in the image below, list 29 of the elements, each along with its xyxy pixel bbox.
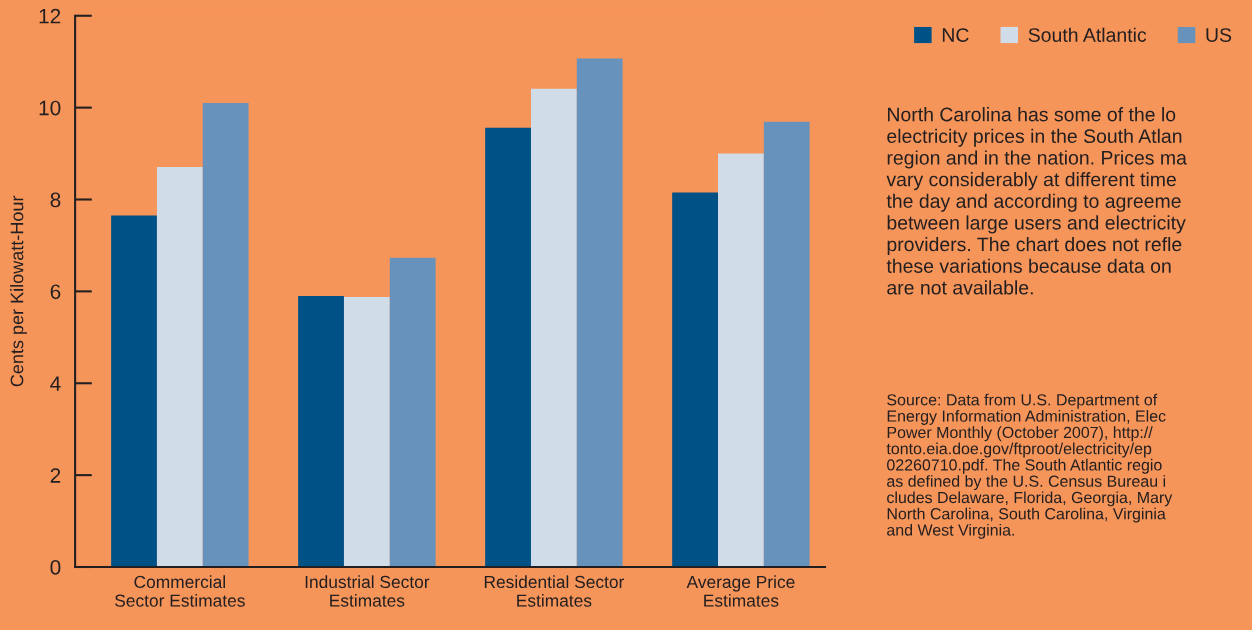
y-axis-title: Cents per Kilowatt-Hour	[10, 195, 27, 387]
bar	[343, 296, 390, 567]
text: North Carolina has some of the lo electricity prices in the South Atlan region and in the nation. Prices ma vary considerably at different time the day and according to agreeme between large users and electricity providers. The chart does not refle these variations because data on are not available.	[886, 107, 1187, 295]
bar	[485, 127, 531, 567]
y-tick-label: 8	[50, 192, 61, 208]
x-tick-label: Industrial Sector Estimates	[305, 575, 430, 607]
legend-label: NC	[942, 28, 969, 42]
y-tick-label: 6	[50, 284, 61, 300]
y-tick-label: 12	[39, 8, 61, 24]
legend-label: South Atlantic	[1028, 27, 1147, 42]
x-tick-label: Residential Sector Estimates	[484, 575, 625, 607]
bar	[718, 153, 764, 567]
y-tick-label: 0	[50, 560, 61, 575]
bar	[389, 257, 436, 567]
bar	[298, 295, 344, 567]
bar	[672, 192, 718, 567]
bar	[763, 121, 810, 567]
legend-label: US	[1206, 28, 1232, 42]
y-tick-label: 4	[50, 376, 61, 391]
bar	[530, 88, 577, 567]
bar	[202, 103, 249, 567]
bar	[156, 166, 203, 567]
x-tick-label: Average Price Estimates	[686, 575, 795, 607]
text: Source: Data from U.S. Department of Energy Information Administration, Elec Power Monthly (October 2007), http:// tonto.eia.doe.gov/ftproot/electricity/ep 02260710.pdf. The South Atlantic regio as defined by the U.S. Census Bureau i cludes Delaware, Florida, Georgia, Mary North Carolina, South Carolina, Virginia and West Virginia.	[886, 393, 1173, 539]
x-tick-label: Commercial Sector Estimates	[115, 575, 245, 607]
bar	[111, 215, 157, 567]
y-tick-label: 10	[39, 100, 61, 116]
y-tick-label: 2	[50, 468, 61, 483]
bar	[576, 58, 623, 567]
